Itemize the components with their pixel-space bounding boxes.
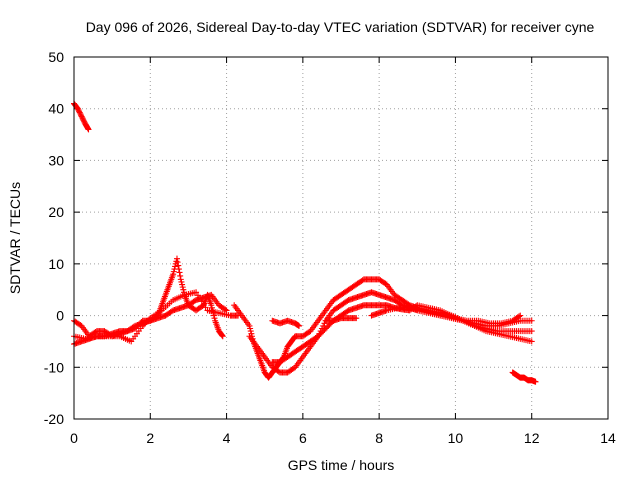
data-point bbox=[174, 259, 181, 266]
data-point bbox=[175, 266, 182, 273]
data-point bbox=[219, 332, 226, 339]
data-point bbox=[74, 105, 81, 112]
data-point bbox=[77, 110, 84, 117]
y-tick-label: -20 bbox=[44, 411, 64, 427]
data-markers bbox=[71, 100, 539, 385]
x-tick-label: 12 bbox=[524, 430, 540, 446]
chart-title: Day 096 of 2026, Sidereal Day-to-day VTE… bbox=[86, 19, 595, 35]
series-track-g bbox=[269, 317, 303, 329]
data-point bbox=[170, 268, 177, 275]
data-point bbox=[211, 315, 218, 322]
x-tick-label: 4 bbox=[223, 430, 231, 446]
data-point bbox=[79, 114, 86, 121]
data-point bbox=[170, 271, 177, 278]
grid-lines bbox=[74, 57, 608, 419]
data-point bbox=[178, 278, 185, 285]
data-point bbox=[247, 328, 254, 335]
data-point bbox=[200, 301, 207, 308]
data-point bbox=[193, 289, 200, 296]
data-point bbox=[194, 292, 201, 299]
series-track-i bbox=[368, 304, 524, 327]
data-point bbox=[172, 263, 179, 270]
data-point bbox=[179, 284, 186, 291]
data-point bbox=[177, 276, 184, 283]
data-point bbox=[202, 304, 209, 311]
data-point bbox=[222, 306, 229, 313]
data-point bbox=[247, 325, 254, 332]
data-point bbox=[517, 312, 524, 319]
x-tick-label: 0 bbox=[70, 430, 78, 446]
data-point bbox=[208, 304, 215, 311]
data-point bbox=[180, 286, 187, 293]
data-point bbox=[353, 315, 360, 322]
data-point bbox=[85, 126, 92, 133]
y-tick-label: 30 bbox=[48, 152, 64, 168]
data-point bbox=[210, 312, 217, 319]
x-tick-label: 8 bbox=[375, 430, 383, 446]
data-point bbox=[198, 298, 205, 305]
y-tick-label: 10 bbox=[48, 256, 64, 272]
data-point bbox=[146, 316, 153, 323]
y-tick-label: 40 bbox=[48, 101, 64, 117]
x-tick-label: 6 bbox=[299, 430, 307, 446]
data-point bbox=[78, 113, 85, 120]
data-point bbox=[76, 109, 83, 116]
y-tick-label: -10 bbox=[44, 359, 64, 375]
y-tick-label: 0 bbox=[56, 308, 64, 324]
x-tick-label: 14 bbox=[600, 430, 616, 446]
data-point bbox=[516, 313, 522, 320]
data-point bbox=[196, 295, 203, 302]
series-track-h bbox=[322, 315, 360, 324]
data-point bbox=[219, 333, 226, 340]
data-point bbox=[246, 322, 253, 329]
x-axis-title: GPS time / hours bbox=[288, 457, 395, 473]
data-point bbox=[208, 302, 215, 309]
series-late-low-segment bbox=[509, 369, 539, 385]
data-point bbox=[173, 255, 180, 262]
data-point bbox=[80, 117, 87, 124]
data-point bbox=[175, 262, 182, 269]
data-point bbox=[179, 281, 186, 288]
data-point bbox=[177, 272, 184, 279]
data-point bbox=[296, 322, 303, 329]
data-point bbox=[75, 107, 82, 114]
plot-frame bbox=[73, 56, 609, 420]
data-point bbox=[173, 258, 180, 265]
tick-labels: 0 2 4 6 8 10 12 14 -20 -10 0 10 20 30 40 50 bbox=[44, 49, 616, 446]
data-point bbox=[76, 108, 83, 115]
data-point bbox=[528, 317, 535, 324]
y-axis-title: SDTVAR / TECUs bbox=[7, 182, 23, 294]
series-track-c bbox=[71, 289, 242, 345]
data-point bbox=[528, 338, 535, 345]
data-point bbox=[528, 328, 535, 335]
x-tick-label: 10 bbox=[448, 430, 464, 446]
y-tick-label: 50 bbox=[48, 49, 64, 65]
data-point bbox=[77, 112, 84, 119]
data-point bbox=[81, 118, 88, 125]
y-tick-label: 20 bbox=[48, 204, 64, 220]
data-point bbox=[176, 269, 183, 276]
x-tick-label: 2 bbox=[146, 430, 154, 446]
axis-ticks bbox=[73, 56, 609, 420]
data-point bbox=[532, 378, 539, 385]
data-point bbox=[79, 116, 86, 123]
